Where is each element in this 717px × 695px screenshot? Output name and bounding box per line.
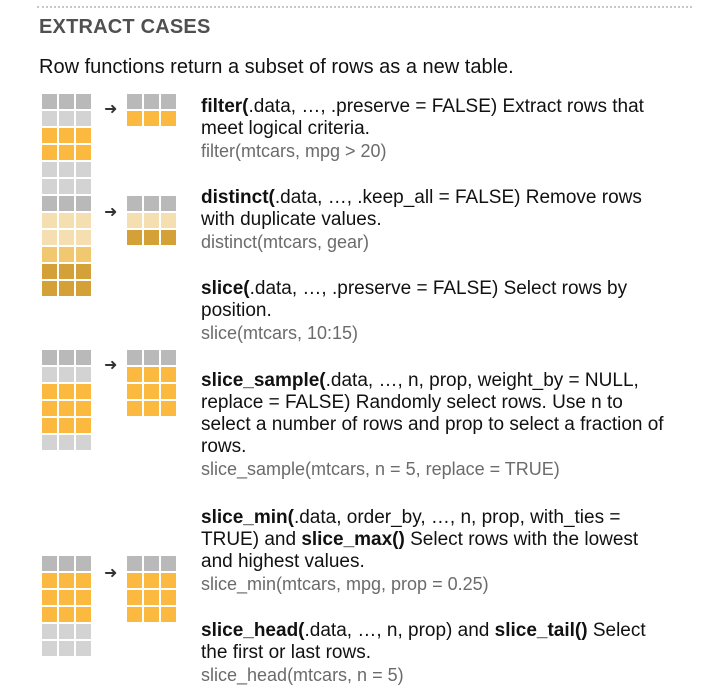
top-dotted-rule [37, 6, 692, 8]
function-description: .data, …, n, prop, weight_by = NULL, rep… [201, 370, 664, 457]
section-heading: EXTRACT CASES [39, 16, 211, 38]
input-table-icon [42, 94, 91, 194]
arrow-icon: ➜ [104, 101, 118, 118]
function-name-secondary: slice_max() [301, 529, 405, 550]
filter-example: filter(mtcars, mpg > 20) [201, 141, 387, 161]
function-description: .data, …, .keep_all = FALSE) Remove rows… [201, 187, 642, 230]
input-table-icon [42, 350, 91, 450]
function-description-secondary: Select the first or last rows. [201, 620, 646, 663]
distinct-signature: distinct(.data, …, .keep_all = FALSE) Re… [201, 187, 671, 231]
slice-head-entry: slice_head(.data, …, n, prop) and slice_… [201, 620, 671, 686]
slice-example: slice(mtcars, 10:15) [201, 323, 359, 343]
arrow-icon: ➜ [104, 204, 118, 221]
function-description: .data, …, .preserve = FALSE) Select rows… [201, 278, 628, 321]
function-description: .data, …, .preserve = FALSE) Extract row… [201, 96, 644, 139]
input-table-icon [42, 196, 91, 296]
filter-entry: filter(.data, …, .preserve = FALSE) Extr… [201, 96, 671, 162]
function-name: slice_head( [201, 620, 305, 641]
function-name: distinct( [201, 187, 275, 208]
function-description: .data, order_by, …, n, prop, with_ties =… [201, 507, 621, 550]
slice-head-signature: slice_head(.data, …, n, prop) and slice_… [201, 620, 671, 664]
function-description: .data, …, n, prop) and [304, 620, 495, 641]
input-table-icon [42, 556, 91, 656]
slice-signature: slice(.data, …, .preserve = FALSE) Selec… [201, 278, 671, 322]
slice-min-entry: slice_min(.data, order_by, …, n, prop, w… [201, 507, 671, 595]
distinct-entry: distinct(.data, …, .keep_all = FALSE) Re… [201, 187, 671, 253]
output-table-icon [127, 94, 176, 126]
function-name: slice_sample( [201, 370, 326, 391]
distinct-example: distinct(mtcars, gear) [201, 232, 370, 252]
arrow-icon: ➜ [104, 357, 118, 374]
slice-min-example: slice_min(mtcars, mpg, prop = 0.25) [201, 574, 489, 594]
slice-sample-entry: slice_sample(.data, …, n, prop, weight_b… [201, 370, 671, 480]
output-table-icon [127, 350, 176, 416]
output-table-icon [127, 196, 176, 245]
slice-entry: slice(.data, …, .preserve = FALSE) Selec… [201, 278, 671, 344]
slice-min-signature: slice_min(.data, order_by, …, n, prop, w… [201, 507, 671, 573]
output-table-icon [127, 556, 176, 622]
slice-sample-signature: slice_sample(.data, …, n, prop, weight_b… [201, 370, 671, 458]
function-name: filter( [201, 96, 249, 117]
filter-signature: filter(.data, …, .preserve = FALSE) Extr… [201, 96, 671, 140]
section-intro: Row functions return a subset of rows as… [39, 56, 514, 78]
slice-head-example: slice_head(mtcars, n = 5) [201, 665, 404, 685]
function-name: slice( [201, 278, 250, 299]
function-name-secondary: slice_tail() [494, 620, 588, 641]
function-name: slice_min( [201, 507, 294, 528]
slice-sample-example: slice_sample(mtcars, n = 5, replace = TR… [201, 459, 560, 479]
arrow-icon: ➜ [104, 565, 118, 582]
function-description-secondary: Select rows with the lowest and highest … [201, 529, 639, 572]
